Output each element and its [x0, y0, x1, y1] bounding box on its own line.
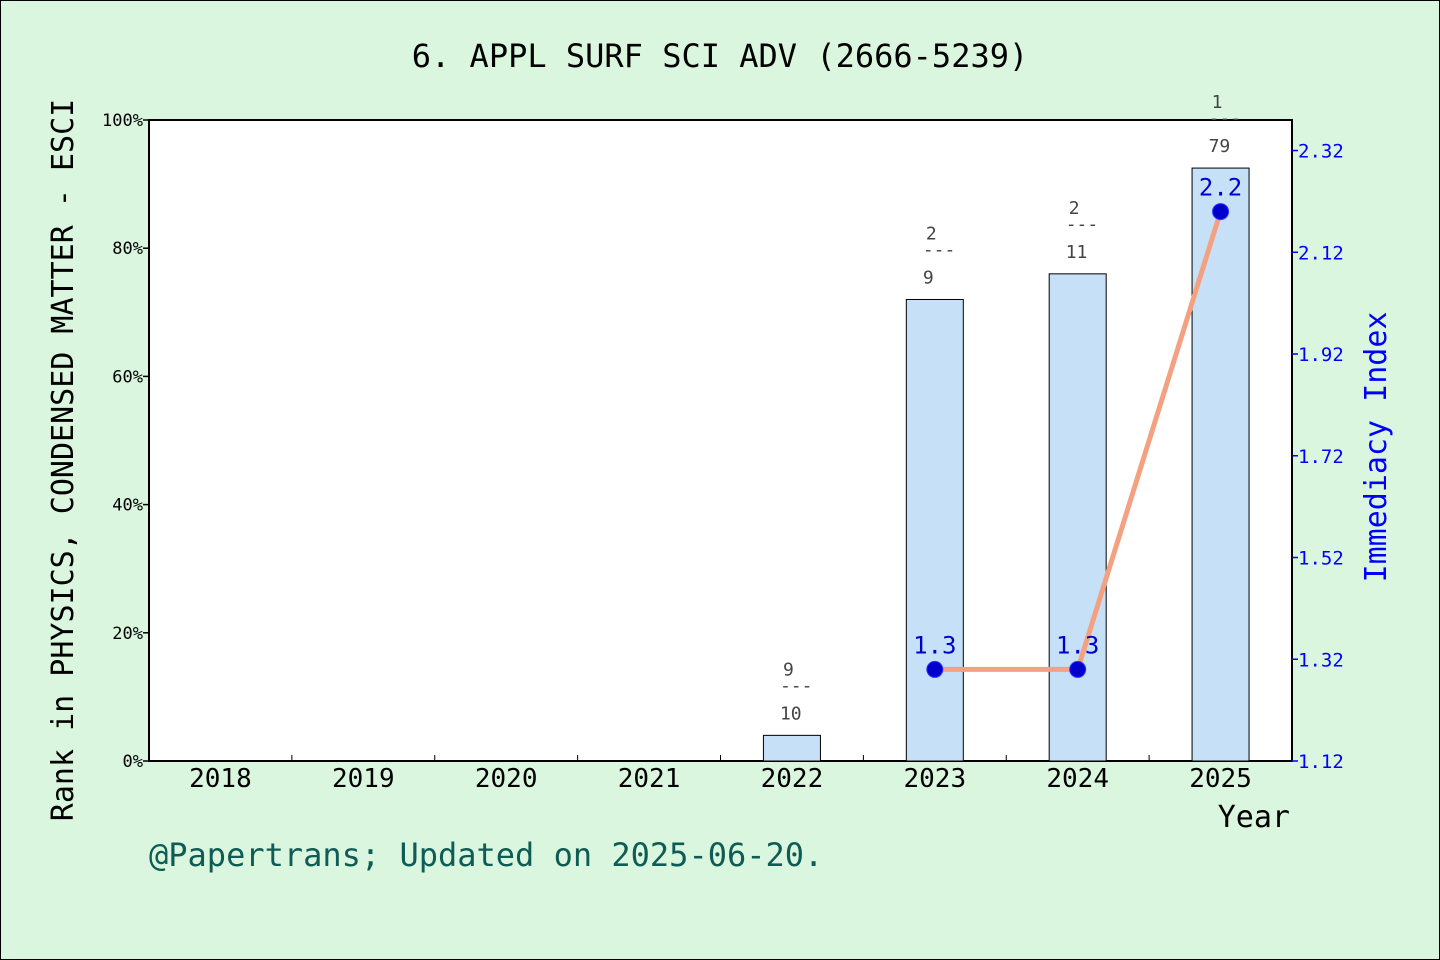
y2-tick-label: 2.12	[1298, 242, 1344, 264]
chart-title: 6. APPL SURF SCI ADV (2666-5239)	[412, 37, 1029, 75]
rank-divider: ---	[923, 239, 956, 260]
y2-tick-label: 1.92	[1298, 344, 1344, 366]
y2-tick-label: 1.52	[1298, 548, 1344, 570]
x-tick-label: 2025	[1189, 764, 1252, 794]
bar	[1048, 273, 1107, 762]
point-label: 1.3	[1056, 631, 1099, 659]
y-axis-left: 0% 20% 40% 60% 80% 100%	[102, 111, 149, 772]
y-tick-label: 40%	[112, 496, 143, 516]
line-point	[1212, 203, 1230, 221]
y2-tick-label: 2.32	[1298, 141, 1344, 163]
x-tick-label: 2019	[332, 764, 395, 794]
y-axis-left-title: Rank in PHYSICS, CONDENSED MATTER - ESCI	[46, 99, 81, 821]
y-tick-label: 80%	[112, 239, 143, 259]
x-tick-label: 2021	[618, 764, 681, 794]
footer-credit: @Papertrans; Updated on 2025-06-20.	[149, 836, 823, 874]
plot-area	[148, 119, 1293, 762]
line-point	[926, 660, 944, 678]
rank-label: 2	[926, 223, 937, 244]
rank-label: 2	[1069, 198, 1080, 219]
y-axis-right-title: Immediacy Index	[1359, 312, 1394, 583]
rank-total: 9	[923, 267, 934, 288]
x-tick-label: 2023	[904, 764, 967, 794]
y-axis-right: 1.12 1.32 1.52 1.72 1.92 2.12 2.32	[1292, 141, 1344, 773]
bar	[762, 734, 821, 762]
y-tick-label: 60%	[112, 367, 143, 387]
y-tick-label: 100%	[102, 111, 143, 131]
rank-divider: ---	[1209, 108, 1242, 129]
x-tick-label: 2018	[189, 764, 252, 794]
y2-tick-label: 1.72	[1298, 446, 1344, 468]
y-tick-label: 0%	[123, 752, 143, 772]
x-axis: 2018 2019 2020 2021 2022 2023 2024 2025	[189, 755, 1252, 794]
point-label: 2.2	[1199, 174, 1242, 202]
x-tick-label: 2024	[1046, 764, 1109, 794]
immediacy-line-series: 1.3 1.3 2.2	[913, 174, 1242, 678]
rank-total: 11	[1066, 242, 1088, 263]
y-tick-label: 20%	[112, 624, 143, 644]
bar	[1191, 167, 1250, 762]
rank-label: 1	[1212, 92, 1223, 113]
x-tick-label: 2022	[761, 764, 824, 794]
point-label: 1.3	[913, 631, 956, 659]
rank-divider: ---	[780, 675, 813, 696]
bar	[905, 298, 964, 762]
rank-total: 79	[1209, 136, 1231, 157]
line-segment	[1075, 209, 1224, 672]
y2-tick-label: 1.12	[1298, 751, 1344, 773]
rank-divider: ---	[1066, 214, 1099, 235]
x-tick-label: 2020	[475, 764, 538, 794]
x-axis-title: Year	[1218, 800, 1290, 835]
line-point	[1069, 660, 1087, 678]
rank-total: 10	[780, 703, 802, 724]
rank-label: 9	[783, 659, 794, 680]
y2-tick-label: 1.32	[1298, 649, 1344, 671]
